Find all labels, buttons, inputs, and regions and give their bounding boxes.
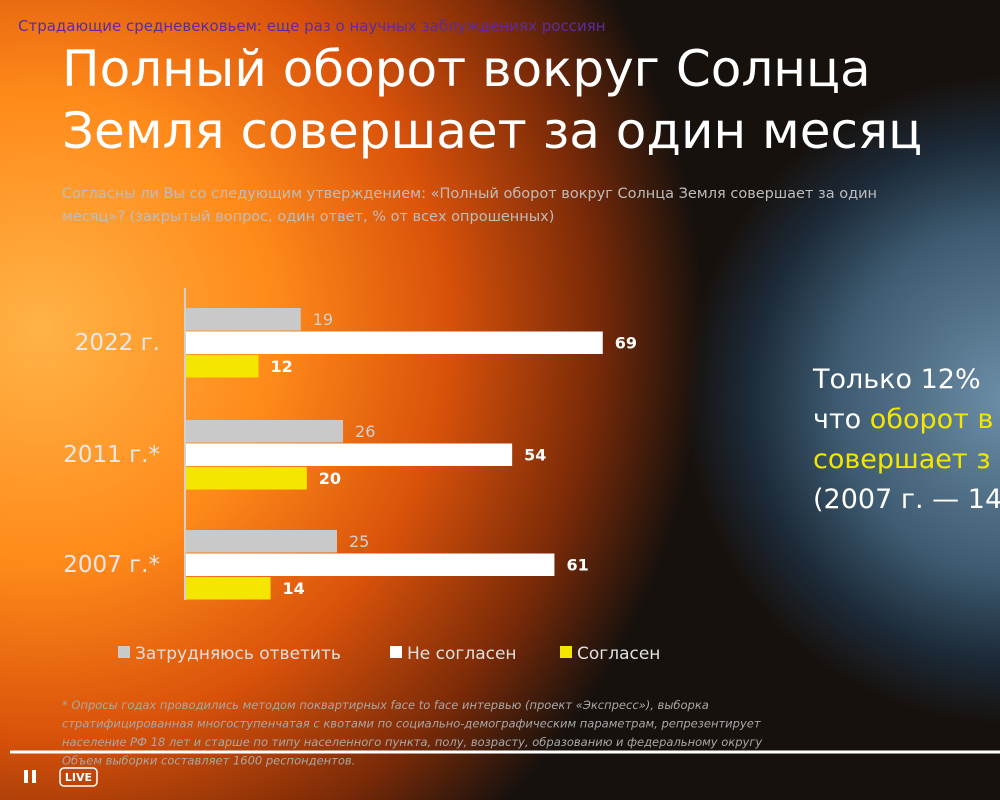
- footnote-line: * Опросы годах проводились методом поква…: [62, 698, 709, 712]
- side-text-segment: совершает з: [813, 444, 991, 475]
- bar: [186, 331, 603, 354]
- value-label: 19: [313, 310, 333, 329]
- legend-label: Не согласен: [407, 644, 517, 664]
- bar: [186, 553, 555, 576]
- slide-subtitle: Согласны ли Вы со следующим утверждением…: [62, 186, 877, 202]
- legend-label: Согласен: [577, 644, 660, 664]
- bar: [186, 355, 259, 378]
- video-title[interactable]: Страдающие средневековьем: еще раз о нау…: [18, 17, 606, 35]
- pause-button[interactable]: [24, 770, 28, 783]
- category-label: 2007 г.*: [63, 552, 160, 578]
- bar: [186, 530, 337, 553]
- live-label: LIVE: [65, 771, 92, 784]
- pause-button[interactable]: [32, 770, 36, 783]
- bar: [186, 420, 344, 443]
- live-badge[interactable]: [59, 767, 98, 787]
- category-label: 2022 г.: [75, 330, 160, 356]
- value-label: 14: [283, 579, 305, 598]
- legend-label: Затрудняюсь ответить: [135, 644, 341, 664]
- bar: [186, 577, 271, 600]
- footnote: * Опросы годах проводились методом поква…: [62, 698, 762, 768]
- side-line: совершает з: [813, 444, 991, 475]
- bar: [186, 443, 513, 466]
- value-label: 12: [270, 357, 292, 376]
- side-line: Только 12%: [812, 364, 981, 395]
- side-text-segment: что: [813, 404, 870, 435]
- side-text-segment: оборот в: [870, 404, 994, 435]
- value-label: 54: [524, 446, 546, 465]
- value-label: 25: [349, 532, 369, 551]
- legend-swatch: [560, 646, 572, 658]
- value-label: 26: [355, 422, 375, 441]
- side-text-segment: (2007 г. — 14: [813, 484, 1000, 515]
- side-text: Только 12% что оборот в совершает з (2007 г…: [812, 364, 1000, 515]
- footnote-line: население РФ 18 лет и старше по типу нас…: [62, 735, 762, 749]
- footnote-line: стратифицированная многоступенчатая с кв…: [62, 717, 761, 731]
- side-line: что оборот в: [813, 404, 993, 435]
- legend-swatch: [118, 646, 130, 658]
- legend-swatch: [390, 646, 402, 658]
- bar: [186, 467, 307, 490]
- value-label: 69: [615, 334, 637, 353]
- slide-title: Полный оборот вокруг Солнца: [62, 40, 871, 98]
- slide-title: Земля совершает за один месяц: [62, 102, 922, 160]
- footnote-line: Объем выборки составляет 1600 респондент…: [62, 754, 355, 768]
- side-text-segment: Только 12%: [812, 364, 981, 395]
- category-label: 2011 г.*: [63, 442, 160, 468]
- side-line: (2007 г. — 14: [813, 484, 1000, 515]
- chart: 2022 г. 19 69 12 2011 г.* 26 54 20 2007 г.* 25 61 1…: [63, 308, 660, 664]
- value-label: 20: [319, 469, 341, 488]
- value-label: 61: [566, 556, 588, 575]
- bar: [186, 308, 301, 331]
- slide-subtitle: месяц»? (закрытый вопрос, один ответ, % …: [62, 209, 554, 225]
